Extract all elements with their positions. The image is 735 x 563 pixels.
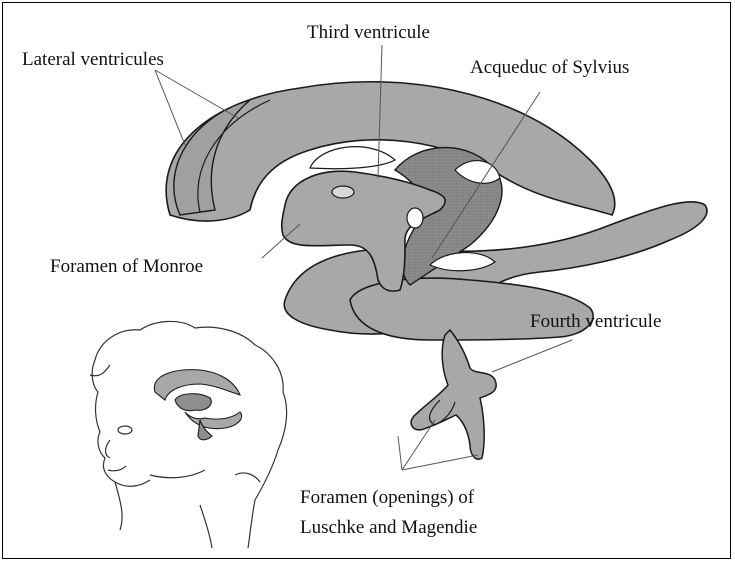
- fourth-ventricle-branch: [428, 399, 456, 426]
- central-gap: [309, 146, 397, 170]
- mini-ventricles: [153, 369, 243, 441]
- label-fourth-ventricle: Fourth ventricule: [530, 311, 662, 332]
- child-head-sketch: [89, 320, 288, 549]
- posterior-gap: [454, 159, 501, 184]
- fourth-ventricle: [410, 328, 497, 460]
- label-third-ventricle: Third ventricule: [307, 22, 430, 43]
- label-aqueduct: Acqueduc of Sylvius: [470, 57, 630, 78]
- label-foramen-line2: Luschke and Magendie: [300, 517, 478, 538]
- lateral-ventricle-horn-inner: [197, 99, 271, 213]
- label-lateral-ventricles: Lateral ventricules: [22, 49, 164, 70]
- pointer-lines: [154, 44, 573, 471]
- opening-small: [406, 207, 424, 229]
- lateral-ventricle-horn: [173, 99, 251, 216]
- inferior-horn: [349, 277, 594, 341]
- lateral-ventricle-body: [165, 80, 616, 222]
- lower-gap: [428, 251, 496, 272]
- massa-intermedia: [331, 185, 355, 199]
- third-ventricle: [280, 170, 446, 292]
- label-foramen-monroe: Foramen of Monroe: [50, 256, 204, 277]
- label-foramen-line1: Foramen (openings) of: [300, 487, 475, 508]
